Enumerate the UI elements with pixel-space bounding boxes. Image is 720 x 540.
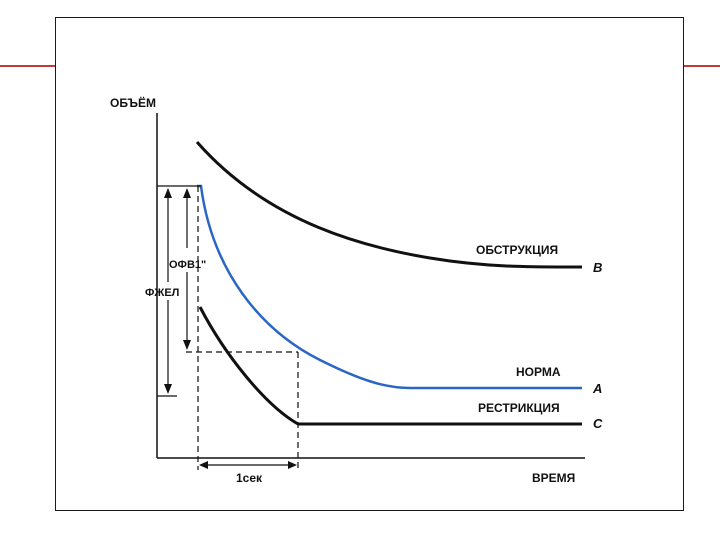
- fev1-label: ОФВ1": [169, 259, 206, 271]
- fvc-arrow: [164, 188, 172, 394]
- y-axis-label: ОБЪЁМ: [110, 95, 156, 110]
- time-interval-label: 1сек: [236, 471, 263, 485]
- obstruction-curve: [195, 141, 583, 269]
- restriction-letter: C: [593, 416, 603, 431]
- normal-curve: [197, 184, 582, 390]
- fvc-label: ФЖЕЛ: [145, 287, 179, 299]
- normal-letter: A: [592, 381, 602, 396]
- fev1-arrow: [183, 188, 191, 350]
- dashed-guides: [186, 186, 299, 470]
- normal-label: НОРМА: [516, 365, 561, 379]
- diagram-frame: [55, 17, 684, 511]
- restriction-curve: [198, 306, 582, 426]
- time-interval-arrow: [199, 461, 297, 469]
- x-axis-label: ВРЕМЯ: [532, 471, 575, 485]
- obstruction-letter: B: [593, 260, 602, 275]
- obstruction-label: ОБСТРУКЦИЯ: [476, 243, 558, 257]
- restriction-label: РЕСТРИКЦИЯ: [478, 401, 560, 415]
